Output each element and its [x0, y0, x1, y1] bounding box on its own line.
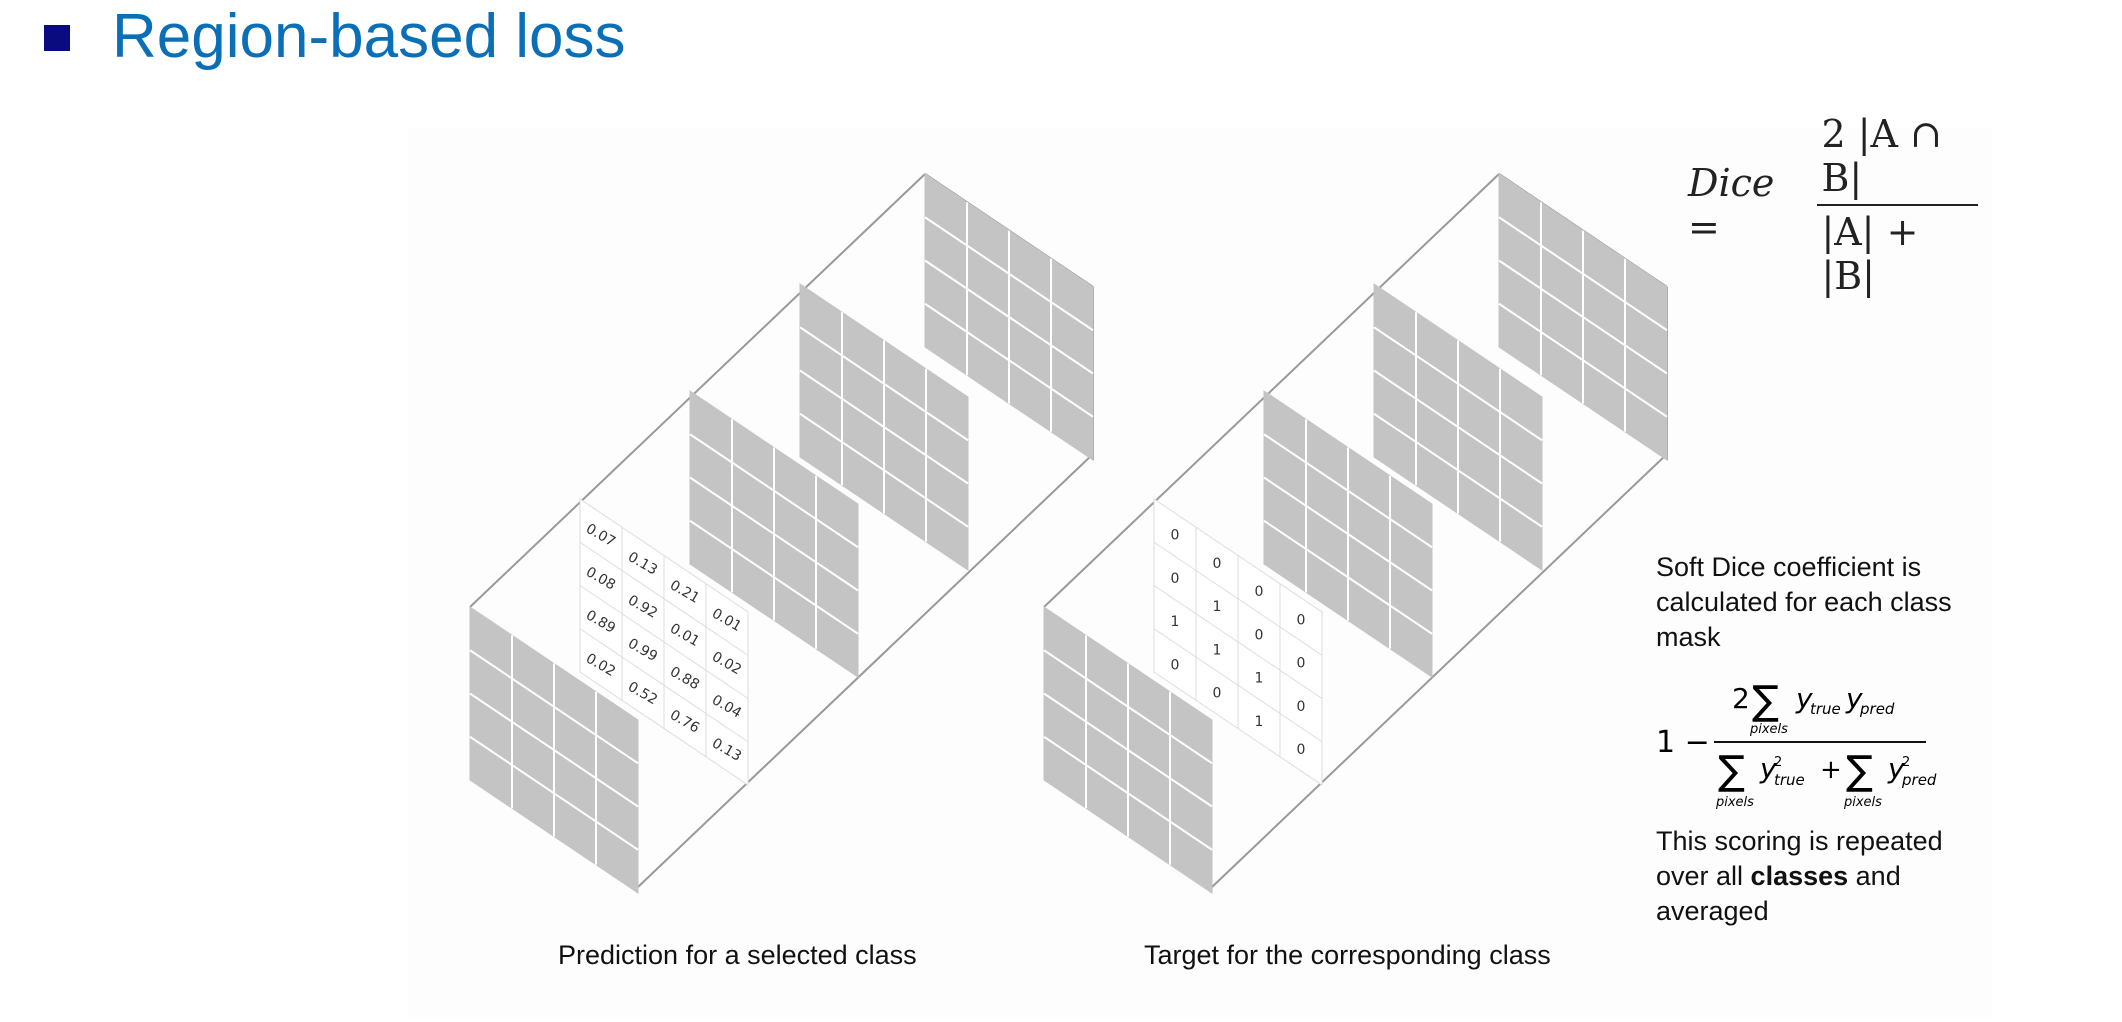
- den-sub-pred: pred: [1901, 771, 1937, 789]
- target-value-plane-cell: 0: [1171, 528, 1180, 544]
- prediction-value-plane-hline: [579, 585, 749, 699]
- prediction-plane-3-hline: [799, 412, 969, 528]
- averaging-note: This scoring is repeated over all classe…: [1656, 824, 1956, 929]
- prediction-edge-bottom-right: [637, 453, 1094, 888]
- prediction-plane-4-hline: [924, 259, 1094, 375]
- target-value-plane-cell: 1: [1213, 599, 1222, 615]
- title-bullet: [44, 25, 70, 51]
- averaging-note-prefix: This scoring is repeated over all: [1656, 826, 1943, 891]
- averaging-note-suffix: and averaged: [1656, 861, 1901, 926]
- target-plane-4-hline: [1498, 259, 1668, 375]
- den-sq-pred: 2: [1902, 755, 1910, 770]
- target-plane-4-hline: [1498, 302, 1668, 418]
- target-volume: 0 0 0 0 0 1 0 0 1 1 1 0 0 0 1 0: [1043, 173, 1668, 894]
- target-edge-top-left: [1043, 173, 1500, 608]
- target-value-plane-cell: 0: [1171, 657, 1180, 673]
- target-value-plane-cell: 0: [1213, 686, 1222, 702]
- den-sq-true: 2: [1774, 755, 1782, 770]
- prediction-plane-2-hline: [689, 519, 859, 635]
- prediction-plane-4-hline: [924, 302, 1094, 418]
- target-value-plane-cell: 1: [1255, 714, 1264, 730]
- target-value-plane-hline: [1153, 628, 1323, 743]
- prediction-value-plane-hline: [579, 628, 749, 743]
- target-plane-1-hline: [1043, 735, 1213, 851]
- target-value-plane-cell: 0: [1297, 612, 1306, 628]
- averaging-note-bold: classes: [1750, 861, 1849, 891]
- den-pixels-1: pixels: [1715, 795, 1754, 810]
- target-value-plane-cell: 0: [1213, 556, 1222, 572]
- dice-denominator: |A| + |B|: [1821, 210, 1919, 298]
- dice-lhs: Dice =: [1688, 161, 1775, 249]
- den-pixels-2: pixels: [1843, 795, 1882, 810]
- den-sub-true: true: [1774, 771, 1805, 789]
- den-plus: +: [1820, 755, 1842, 785]
- target-plane-3-hline: [1373, 369, 1543, 485]
- slide-title: Region-based loss: [44, 0, 626, 72]
- target-value-plane-cell: 0: [1255, 584, 1264, 600]
- target-value-plane-cell: 1: [1213, 642, 1222, 658]
- target-value-plane-cell: 0: [1171, 571, 1180, 587]
- dice-fraction: 2 |A ∩ B| |A| + |B|: [1817, 112, 1978, 298]
- page-title: Region-based loss: [112, 1, 626, 71]
- target-value-plane-cell: 1: [1255, 671, 1264, 687]
- target-value-plane-hline: [1153, 585, 1323, 699]
- one-minus: 1 −: [1656, 725, 1710, 760]
- num-y-true: y: [1795, 682, 1813, 715]
- prediction-edge-top-left: [469, 173, 926, 608]
- numerator-pixels: pixels: [1749, 722, 1788, 737]
- target-value-plane-cell: 0: [1297, 699, 1306, 715]
- den-sum-1: ∑: [1718, 748, 1745, 794]
- target-value-plane-cell: 0: [1255, 627, 1264, 643]
- target-plane-1-hline: [1043, 692, 1213, 808]
- den-y-true: y: [1759, 752, 1777, 785]
- numerator-sum: ∑: [1752, 678, 1779, 724]
- prediction-plane-1-hline: [469, 735, 639, 851]
- target-caption: Target for the corresponding class: [1144, 940, 1551, 970]
- den-y-pred: y: [1887, 752, 1905, 785]
- num-sub-true: true: [1810, 700, 1841, 718]
- dice-numerator: 2 |A ∩ B|: [1821, 112, 1942, 200]
- target-value-plane-cell: 0: [1297, 742, 1306, 758]
- fraction-bar: [1817, 204, 1978, 206]
- num-sub-pred: pred: [1859, 700, 1895, 718]
- target-plane-2-hline: [1263, 476, 1433, 592]
- den-sum-2: ∑: [1846, 748, 1873, 794]
- prediction-plane-3-hline: [799, 369, 969, 485]
- target-value-plane-cell: 1: [1171, 614, 1180, 630]
- target-edge-bottom-right: [1211, 453, 1668, 888]
- target-plane-3-hline: [1373, 412, 1543, 528]
- prediction-caption: Prediction for a selected class: [558, 940, 917, 970]
- soft-dice-description: Soft Dice coefficient is calculated for …: [1656, 552, 1952, 652]
- prediction-volume: 0.070.130.210.010.080.920.010.020.890.99…: [469, 173, 1094, 894]
- target-plane-2-hline: [1263, 519, 1433, 635]
- dice-formula: Dice = 2 |A ∩ B| |A| + |B|: [1688, 112, 1978, 298]
- num-y-pred: y: [1845, 682, 1863, 715]
- numerator-two: 2: [1732, 682, 1750, 715]
- target-value-plane-cell: 0: [1297, 656, 1306, 672]
- prediction-plane-1-hline: [469, 692, 639, 808]
- prediction-plane-2-hline: [689, 476, 859, 592]
- soft-dice-formula: 1 − 2 ∑ pixels y true y pred ∑ pixels y …: [1656, 678, 1937, 810]
